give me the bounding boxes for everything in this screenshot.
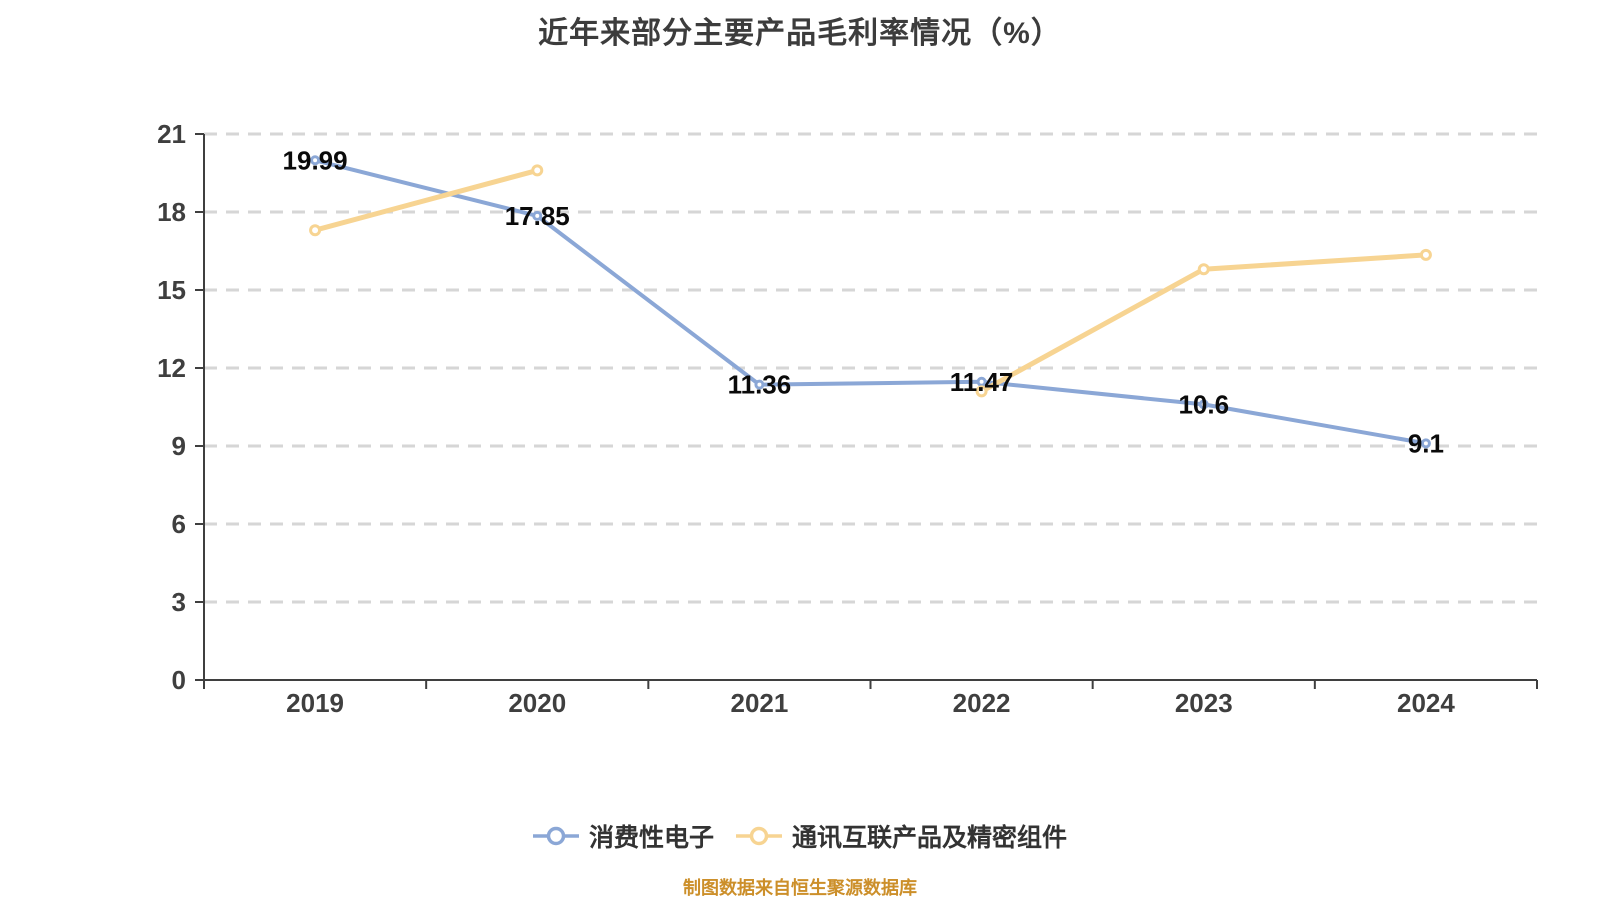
x-tick-label: 2019 xyxy=(286,688,344,718)
value-label: 19.99 xyxy=(283,145,348,175)
legend-circle xyxy=(749,826,769,846)
y-tick-label: 21 xyxy=(157,119,186,149)
series-1-marker xyxy=(531,164,544,177)
x-tick-label: 2023 xyxy=(1175,688,1233,718)
x-tick-label: 2021 xyxy=(730,688,788,718)
y-tick-label: 15 xyxy=(157,275,186,305)
chart-legend: 消费性电子 通讯互联产品及精密组件 xyxy=(0,818,1600,854)
y-tick-label: 0 xyxy=(172,665,186,695)
y-tick-label: 12 xyxy=(157,353,186,383)
value-label: 11.47 xyxy=(950,367,1014,397)
value-label: 17.85 xyxy=(505,201,570,231)
y-tick-label: 18 xyxy=(157,197,186,227)
legend-line-marker-icon xyxy=(532,826,579,846)
series-0-marker xyxy=(976,376,987,387)
series-1-line xyxy=(312,167,540,233)
x-tick-label: 2020 xyxy=(508,688,566,718)
series-0-marker xyxy=(1198,399,1209,410)
legend-item-1[interactable]: 通讯互联产品及精密组件 xyxy=(736,818,1067,854)
x-tick-label: 2024 xyxy=(1397,688,1455,718)
legend-label: 消费性电子 xyxy=(588,824,714,852)
y-tick-label: 6 xyxy=(172,509,186,539)
series-0-marker xyxy=(310,155,321,166)
legend-circle xyxy=(546,826,566,846)
y-tick-label: 9 xyxy=(172,431,186,461)
value-label: 9.1 xyxy=(1408,428,1444,458)
series-1-marker xyxy=(309,224,322,237)
x-tick-label: 2022 xyxy=(953,688,1011,718)
legend-item-0[interactable]: 消费性电子 xyxy=(532,818,714,854)
series-1-line xyxy=(979,252,1429,394)
line-chart: 0 3 6 9 12 15 18 21 2019 2020 2021 2022 2023 2024 19.9… xyxy=(157,119,1538,718)
y-tick-label: 3 xyxy=(172,587,186,617)
series-0-marker xyxy=(532,210,543,221)
legend-line-marker-icon xyxy=(736,826,782,846)
series-1-marker xyxy=(1197,263,1210,276)
series-1-marker xyxy=(1419,248,1432,261)
data-source-footer: 制图数据来自恒生聚源数据库 xyxy=(683,878,917,898)
legend-label: 通讯互联产品及精密组件 xyxy=(792,824,1068,852)
series-1-marker xyxy=(975,385,988,398)
value-label: 11.36 xyxy=(728,370,792,400)
series-0-marker xyxy=(1420,438,1431,449)
chart-title: 近年来部分主要产品毛利率情况（%） xyxy=(538,17,1062,50)
series-0-marker xyxy=(754,379,765,390)
value-label: 10.6 xyxy=(1178,389,1229,419)
series-0-line xyxy=(313,158,1428,446)
